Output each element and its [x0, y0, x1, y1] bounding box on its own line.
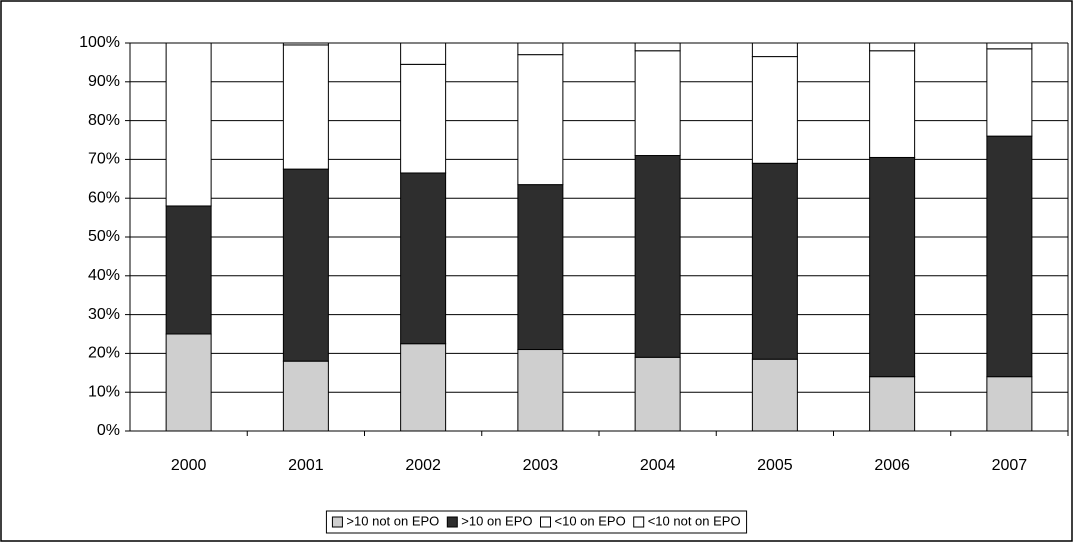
legend-label: >10 on EPO	[461, 513, 532, 528]
bar-segment	[986, 376, 1033, 432]
y-tick-label: 60%	[88, 189, 120, 206]
bar-segment	[400, 42, 447, 65]
bar-segment	[634, 42, 681, 52]
bar-segment	[634, 50, 681, 157]
bar-segment	[869, 50, 916, 158]
bar-segment	[986, 48, 1033, 137]
x-tick-label: 2001	[288, 457, 324, 474]
legend-swatch	[540, 516, 551, 528]
x-tick-label: 2002	[405, 457, 441, 474]
y-tick-label: 50%	[88, 228, 120, 245]
bar-segment	[282, 360, 329, 432]
y-tick-label: 100%	[79, 34, 120, 51]
y-tick-label: 20%	[88, 345, 120, 362]
x-tick-label: 2005	[757, 457, 793, 474]
legend-swatch	[633, 516, 645, 528]
bar-segment	[869, 156, 916, 378]
y-tick-label: 40%	[88, 267, 120, 284]
x-tick-label: 2006	[874, 457, 910, 474]
bar-segment	[751, 162, 798, 360]
bar-segment	[282, 44, 329, 170]
bar-segment	[634, 356, 681, 432]
bar-segment	[400, 343, 447, 432]
bar-segment	[517, 184, 564, 351]
bar-segment	[751, 56, 798, 164]
x-tick-label: 2004	[640, 457, 676, 474]
bar-segment	[165, 42, 212, 207]
bar-segment	[634, 155, 681, 358]
legend-label: <10 on EPO	[555, 513, 626, 528]
legend: >10 not on EPO >10 on EPO <10 on EPO <10 no…	[325, 510, 748, 534]
legend-label: <10 not on EPO	[648, 513, 741, 528]
y-tick-label: 80%	[88, 112, 120, 129]
y-tick-label: 30%	[88, 306, 120, 323]
bar-segment	[869, 42, 916, 52]
legend-swatch	[331, 516, 343, 528]
y-tick-label: 0%	[97, 422, 120, 439]
bar-segment	[869, 376, 916, 432]
bar-segment	[751, 358, 798, 432]
legend-label: >10 not on EPO	[346, 513, 439, 528]
y-tick-label: 90%	[88, 73, 120, 90]
bar-segment	[517, 54, 564, 186]
legend-swatch	[446, 516, 458, 528]
y-tick-label: 70%	[88, 151, 120, 168]
bar-segment	[517, 349, 564, 432]
bar-segment	[517, 42, 564, 56]
bar-segment	[165, 205, 212, 335]
bar-segment	[751, 42, 798, 58]
bar-segment	[282, 42, 329, 46]
bar-segment	[282, 168, 329, 362]
bar-segment	[400, 63, 447, 174]
x-tick-label: 2007	[992, 457, 1028, 474]
bar-segment	[986, 42, 1033, 50]
bar-segment	[165, 333, 212, 432]
y-tick-label: 10%	[88, 383, 120, 400]
x-tick-label: 2003	[523, 457, 559, 474]
bar-segment	[400, 172, 447, 345]
x-tick-label: 2000	[171, 457, 207, 474]
bar-segment	[986, 135, 1033, 378]
